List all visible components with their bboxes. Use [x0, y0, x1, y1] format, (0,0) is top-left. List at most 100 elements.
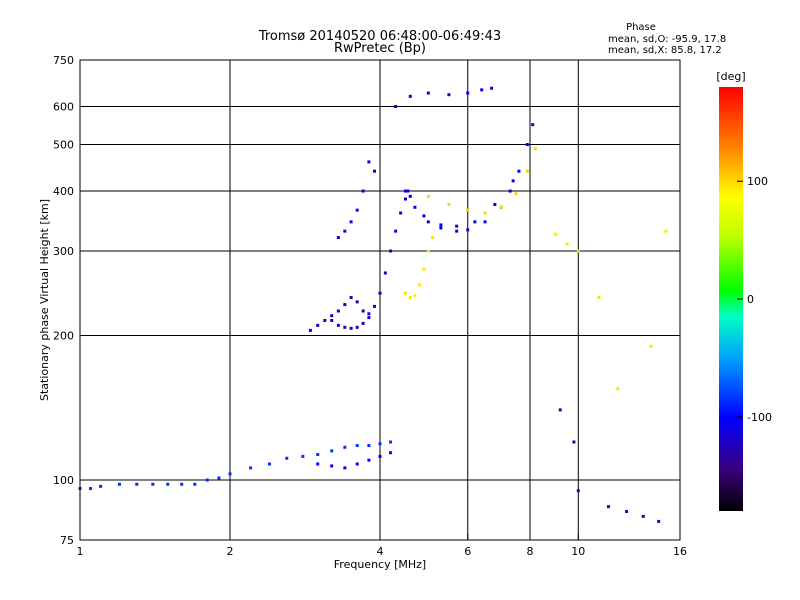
- data-point: [511, 179, 515, 183]
- data-point: [439, 226, 443, 230]
- data-point: [316, 323, 320, 327]
- colorbar-ticks: 100 0 -100: [737, 175, 772, 424]
- y-tick-label: 400: [53, 185, 74, 198]
- data-point: [426, 194, 430, 198]
- colorbar-tick-label: -100: [747, 411, 772, 424]
- data-point: [301, 454, 305, 458]
- x-tick-label: 8: [527, 545, 534, 558]
- data-point: [664, 229, 668, 233]
- data-point: [217, 476, 221, 480]
- colorbar-label: [deg]: [716, 70, 745, 83]
- data-point: [308, 328, 312, 332]
- data-point: [417, 283, 421, 287]
- data-point: [378, 454, 382, 458]
- data-point: [426, 220, 430, 224]
- data-point: [483, 211, 487, 215]
- data-point: [533, 147, 537, 151]
- data-point: [343, 445, 347, 449]
- data-point: [355, 300, 359, 304]
- colorbar-tick-label: 0: [747, 293, 754, 306]
- data-point: [597, 296, 601, 300]
- data-point: [439, 223, 443, 227]
- data-point: [316, 453, 320, 457]
- data-point: [373, 169, 377, 173]
- data-point: [267, 462, 271, 466]
- data-point: [330, 464, 334, 468]
- data-point: [355, 208, 359, 212]
- data-point: [367, 458, 371, 462]
- data-point: [193, 482, 197, 486]
- chart-subtitle: RwPretec (Bp): [334, 41, 426, 56]
- data-point: [330, 314, 334, 318]
- data-point: [431, 236, 435, 240]
- y-tick-label: 600: [53, 101, 74, 114]
- data-point: [349, 296, 353, 300]
- data-point: [378, 442, 382, 446]
- stats-o-line: mean, sd,O: -95.9, 17.8: [608, 34, 726, 45]
- data-point: [367, 312, 371, 316]
- data-point: [367, 160, 371, 164]
- data-point: [657, 519, 661, 523]
- data-point: [166, 482, 170, 486]
- data-point: [408, 94, 412, 98]
- data-point: [336, 236, 340, 240]
- data-point: [565, 242, 569, 246]
- data-point: [422, 267, 426, 271]
- y-axis-label: Stationary phase Virtual Height [km]: [38, 199, 51, 401]
- stats-x-line: mean, sd,X: 85.8, 17.2: [608, 45, 722, 56]
- data-point: [383, 271, 387, 275]
- data-point: [343, 229, 347, 233]
- data-point: [641, 514, 645, 518]
- data-point: [389, 440, 393, 444]
- data-point: [576, 249, 580, 253]
- data-point: [343, 466, 347, 470]
- data-point: [483, 220, 487, 224]
- y-tick-label: 300: [53, 245, 74, 258]
- data-point: [399, 211, 403, 215]
- x-tick-label: 2: [227, 545, 234, 558]
- data-point: [514, 192, 518, 196]
- data-point: [285, 456, 289, 460]
- y-tick-label: 500: [53, 139, 74, 152]
- data-point: [249, 466, 253, 470]
- data-point: [135, 482, 139, 486]
- data-point: [99, 484, 103, 488]
- data-point: [349, 220, 353, 224]
- data-point: [361, 189, 365, 193]
- y-tick-label: 100: [53, 474, 74, 487]
- data-point: [499, 205, 503, 209]
- data-point: [413, 294, 417, 298]
- y-tick-label: 200: [53, 330, 74, 343]
- data-point: [426, 249, 430, 253]
- data-point: [576, 489, 580, 493]
- data-point: [572, 440, 576, 444]
- data-point: [361, 309, 365, 313]
- data-point: [389, 451, 393, 455]
- data-point: [649, 344, 653, 348]
- data-point: [455, 224, 459, 228]
- data-point: [330, 318, 334, 322]
- data-point: [336, 323, 340, 327]
- data-point: [343, 303, 347, 307]
- data-point: [316, 462, 320, 466]
- data-point: [473, 220, 477, 224]
- data-point: [525, 143, 529, 147]
- y-tick-label: 75: [60, 534, 74, 547]
- data-point: [553, 232, 557, 236]
- data-point: [480, 88, 484, 92]
- data-point: [373, 304, 377, 308]
- data-point: [447, 202, 451, 206]
- grid-lines: [80, 60, 680, 540]
- data-point: [455, 229, 459, 233]
- data-point: [422, 214, 426, 218]
- data-points: [78, 86, 668, 523]
- data-point: [336, 309, 340, 313]
- data-point: [558, 408, 562, 412]
- chart-title: Tromsø 20140520 06:48:00-06:49:43: [258, 29, 501, 44]
- data-point: [389, 249, 393, 253]
- data-point: [361, 321, 365, 325]
- data-point: [408, 296, 412, 300]
- data-point: [525, 169, 529, 173]
- y-axis-ticks: 75 100 200 300 400 500 600 750: [53, 54, 86, 547]
